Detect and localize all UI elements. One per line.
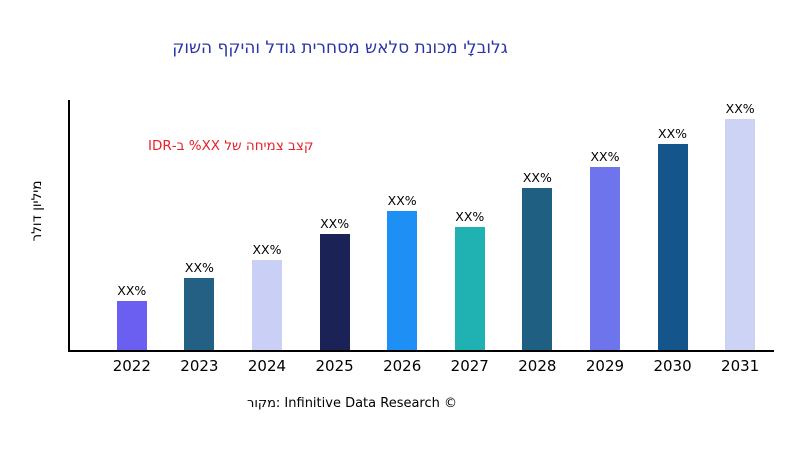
x-tick-label: 2028 (518, 357, 557, 375)
bar-value-label: XX% (184, 260, 214, 275)
bar-group: XX% 2029 (586, 149, 624, 375)
bar-value-label: XX% (117, 283, 147, 298)
bar-group: XX% 2026 (383, 193, 421, 375)
bar-value-label: XX% (658, 126, 688, 141)
bar-value-label: XX% (252, 242, 282, 257)
growth-rate-annotation: קצב צמיחה של XX% ב-IDR (148, 138, 314, 154)
bar-2027 (454, 227, 485, 350)
bar-group: XX% 2030 (653, 126, 691, 375)
bar-2024 (251, 260, 282, 350)
x-tick-label: 2026 (383, 357, 422, 375)
bar-value-label: XX% (387, 193, 417, 208)
bar-2025 (319, 234, 350, 350)
x-tick-label: 2025 (315, 357, 354, 375)
bar-2031 (725, 119, 756, 350)
x-tick-label: 2024 (247, 357, 287, 375)
bars-container: XX% 2022 XX% 2023 XX% 2024 XX% 2025 XX% 2026 XX% 20… (70, 100, 774, 375)
bar-group: XX% 2023 (180, 260, 218, 375)
chart-title: גלובלָי מכונת סלאש מסחרית גודל והיקף השו… (172, 38, 508, 58)
bar-value-label: XX% (522, 170, 552, 185)
bar-group: XX% 2024 (248, 242, 286, 375)
bar-2022 (116, 301, 147, 350)
bar-2023 (184, 278, 215, 350)
bar-value-label: XX% (320, 216, 350, 231)
bar-group: XX% 2028 (518, 170, 556, 375)
bar-value-label: XX% (590, 149, 620, 164)
bar-2026 (387, 211, 418, 350)
x-tick-label: 2023 (180, 357, 219, 375)
bar-group: XX% 2025 (315, 216, 353, 375)
y-axis-label: מיליון דולר (29, 180, 45, 242)
plot-area: קצב צמיחה של XX% ב-IDR XX% 2022 XX% 2023 XX%… (68, 100, 774, 375)
x-tick-label: 2022 (112, 357, 151, 375)
bar-value-label: XX% (455, 209, 485, 224)
x-tick-label: 2030 (653, 357, 692, 375)
bar-2029 (589, 167, 620, 350)
x-tick-label: 2027 (450, 357, 489, 375)
x-tick-label: 2031 (721, 357, 760, 375)
bar-2030 (657, 144, 688, 350)
bar-group: XX% 2031 (721, 101, 759, 375)
bar-value-label: XX% (725, 101, 755, 116)
bar-2028 (522, 188, 553, 350)
source-caption: מקור: Infinitive Data Research © (246, 396, 458, 411)
bar-group: XX% 2027 (451, 209, 489, 375)
x-tick-label: 2029 (585, 357, 625, 375)
bar-group: XX% 2022 (113, 283, 151, 375)
